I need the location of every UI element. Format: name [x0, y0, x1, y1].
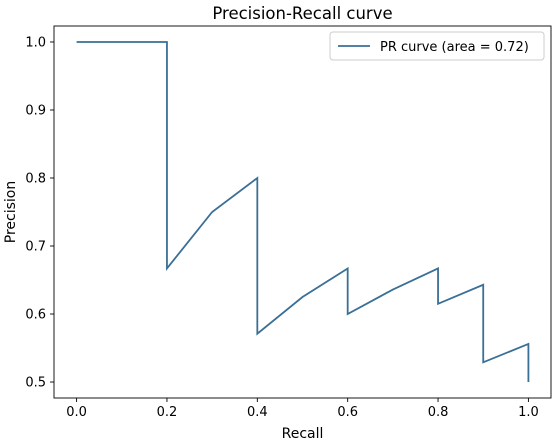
x-tick-label: 1.0 — [518, 405, 539, 420]
y-axis-label: Precision — [3, 181, 19, 243]
x-tick-label: 0.8 — [428, 405, 449, 420]
series-line-0 — [76, 41, 530, 383]
legend: PR curve (area = 0.72) — [329, 31, 545, 61]
y-tick-label: 0.7 — [25, 240, 46, 255]
x-tick-label: 0.6 — [337, 405, 358, 420]
chart-title: Precision-Recall curve — [212, 4, 392, 23]
y-tick-label: 0.8 — [25, 171, 46, 186]
legend-box — [329, 31, 545, 61]
x-axis-label: Recall — [282, 426, 324, 442]
x-tick-label: 0.2 — [157, 405, 178, 420]
legend-entry: PR curve (area = 0.72) — [380, 40, 529, 55]
x-tick-label: 0.4 — [247, 405, 268, 420]
y-tick-label: 0.5 — [25, 376, 46, 391]
series-layer — [76, 41, 530, 383]
y-tick-label: 0.9 — [25, 103, 46, 118]
axes-layer: 0.0 0.2 0.4 0.6 0.8 1.0 0.5 0.6 0.7 0.8 0.9 1.0 — [25, 25, 552, 420]
x-tick-label: 0.0 — [66, 405, 87, 420]
plot-frame — [53, 25, 552, 399]
y-tick-label: 1.0 — [25, 35, 46, 50]
y-tick-label: 0.6 — [25, 308, 46, 323]
